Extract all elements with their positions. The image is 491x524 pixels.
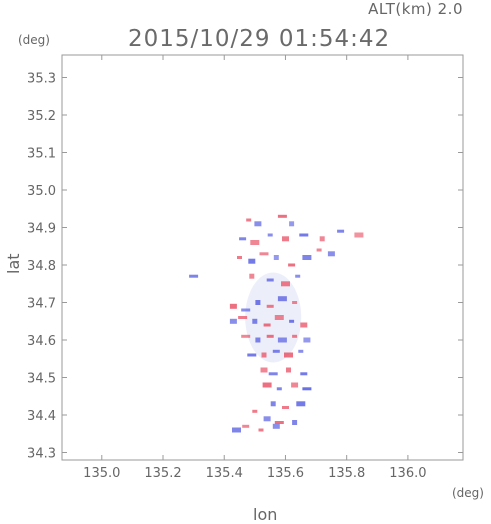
data-cell <box>284 352 293 358</box>
data-cell <box>292 301 298 304</box>
x-tick-label: 135.4 <box>206 466 243 481</box>
data-cell <box>274 421 284 424</box>
data-cell <box>229 318 237 324</box>
data-cell <box>319 236 325 242</box>
data-cell <box>277 214 287 218</box>
data-cell <box>241 334 251 338</box>
y-tick-label: 34.7 <box>27 297 56 312</box>
data-cell <box>273 255 279 260</box>
data-cell <box>286 367 291 373</box>
y-tick-label: 34.9 <box>27 222 56 237</box>
data-cell <box>300 322 308 328</box>
data-cell <box>250 240 260 245</box>
data-cells <box>189 214 364 433</box>
plot-frame <box>61 54 464 461</box>
data-cell <box>247 353 257 357</box>
x-axis-label: lon <box>253 505 278 524</box>
data-cell <box>255 300 261 305</box>
data-cell <box>300 372 308 376</box>
data-cell <box>281 281 290 287</box>
data-cell <box>292 334 298 338</box>
y-tick-label: 35.2 <box>27 109 56 124</box>
y-tick-label: 34.6 <box>27 334 56 349</box>
y-tick-label: 34.5 <box>27 372 56 387</box>
data-cell <box>282 406 289 409</box>
data-cell <box>249 273 255 279</box>
data-cell <box>288 263 296 267</box>
data-cell <box>254 221 262 227</box>
data-cell <box>252 409 258 413</box>
y-tick-label: 34.3 <box>27 447 56 462</box>
data-cell <box>289 319 295 323</box>
x-tick-label: 135.0 <box>83 466 120 481</box>
data-cell <box>242 424 250 428</box>
data-cell <box>232 427 241 433</box>
data-cell <box>296 401 306 407</box>
data-cell <box>299 233 309 237</box>
data-cell <box>295 274 301 278</box>
data-cell <box>291 382 299 388</box>
y-tick-label: 35.3 <box>27 72 56 87</box>
data-cell <box>239 237 247 241</box>
echo-haze <box>245 272 302 363</box>
y-tick-label: 35.0 <box>27 184 56 199</box>
x-ticks: 135.0 135.2 135.4 135.6 135.8 136.0 <box>83 55 427 481</box>
y-tick-label: 34.4 <box>27 409 56 424</box>
timestamp-title: 2015/10/29 01:54:42 <box>128 26 391 52</box>
data-cell <box>277 337 287 343</box>
data-cell <box>252 318 258 324</box>
data-cell <box>266 334 274 338</box>
data-cell <box>241 308 251 312</box>
data-cell <box>255 337 261 343</box>
data-cell <box>272 349 280 353</box>
x-unit-label: (deg) <box>452 486 484 500</box>
data-cell <box>248 258 256 264</box>
data-cell <box>303 337 311 343</box>
data-cell <box>258 428 264 432</box>
data-cell <box>316 248 322 252</box>
data-cell <box>261 352 267 358</box>
data-cell <box>289 221 295 227</box>
data-cell <box>302 387 312 391</box>
x-tick-label: 135.8 <box>328 466 365 481</box>
y-unit-label: (deg) <box>18 33 50 47</box>
data-cell <box>266 278 274 282</box>
data-cell <box>337 229 345 233</box>
y-tick-label: 35.1 <box>27 147 56 162</box>
data-cell <box>272 423 280 429</box>
data-cell <box>262 382 272 388</box>
data-cell <box>266 304 274 308</box>
data-cell <box>263 416 271 422</box>
data-cell <box>274 315 284 320</box>
y-ticks: 34.3 34.4 34.5 34.6 34.7 34.8 34.9 35.0 35.1 35.2… <box>27 72 463 462</box>
data-cell <box>270 401 276 407</box>
data-cell <box>268 372 278 376</box>
data-cell <box>277 296 287 302</box>
data-cell <box>327 251 335 257</box>
data-cell <box>354 232 364 238</box>
data-cell <box>276 387 282 391</box>
data-cell <box>246 218 252 222</box>
data-cell <box>189 274 199 278</box>
data-cell <box>260 367 268 373</box>
x-tick-label: 136.0 <box>389 466 426 481</box>
data-cell <box>263 323 271 327</box>
data-cell <box>238 316 248 319</box>
data-cell <box>259 252 269 256</box>
data-cell <box>237 256 242 259</box>
x-tick-label: 135.2 <box>144 466 181 481</box>
y-tick-label: 34.8 <box>27 259 56 274</box>
data-cell <box>229 303 237 309</box>
altitude-label: ALT(km) 2.0 <box>368 0 463 18</box>
data-cell <box>302 255 312 260</box>
data-cell <box>267 233 273 237</box>
x-tick-label: 135.6 <box>267 466 304 481</box>
data-cell <box>282 236 289 242</box>
data-cell <box>292 420 298 425</box>
data-cell <box>298 349 304 353</box>
